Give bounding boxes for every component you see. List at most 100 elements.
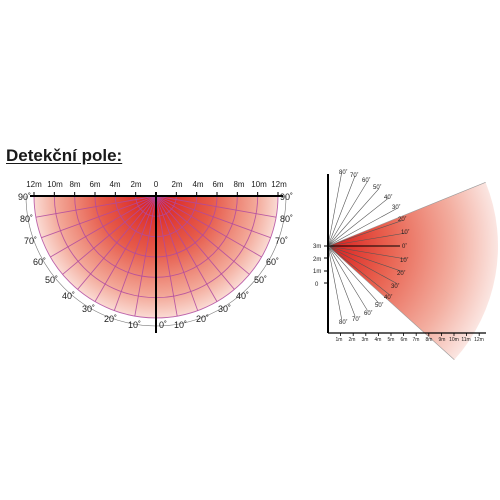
side-upper-ray [327,188,380,247]
angle-label-right-70: 70˚ [275,236,288,246]
side-angle-label-down-60: 60˚ [364,310,373,317]
side-distance-1m: 1m [336,337,343,343]
side-upper-ray [327,175,356,247]
angle-label-right-60: 60˚ [266,257,279,267]
height-label-1m: 1m [313,269,321,275]
angle-label-right-30: 30˚ [218,304,231,314]
top-view-diagram: 12m 10m 8m 6m 4m 2m 0 2m 4m 6m 8m 10m 12… [18,180,293,333]
side-angle-label-up-70: 70˚ [350,172,359,179]
side-angle-label-down-70: 70˚ [352,316,361,323]
top-angle-ray [155,195,178,317]
side-field-edge [327,245,455,360]
distance-label-left-4m: 4m [109,180,120,189]
top-angle-ray [35,195,157,218]
distance-label-left-12m: 12m [26,180,42,189]
top-angle-ray [155,195,262,258]
side-detection-area [328,182,499,360]
angle-label-right-80: 80˚ [280,214,293,224]
side-angle-label-down-30: 30˚ [391,283,400,290]
top-axis-ticks [33,192,279,196]
side-view-diagram: 3m 2m 1m 0 80˚ 70˚ 60˚ 50˚ 40˚ 30˚ 20˚ 1… [313,169,499,360]
side-distance-5m: 5m [388,337,395,343]
side-angle-label-up-60: 60˚ [362,177,371,184]
side-angle-label-up-80: 80˚ [339,169,348,176]
distance-label-right-2m: 2m [171,180,182,189]
distance-label-center: 0 [154,180,159,189]
side-distance-7m: 7m [413,337,420,343]
top-angle-ray [62,195,157,275]
distance-label-right-4m: 4m [192,180,203,189]
side-lower-ray [327,245,389,295]
side-upper-ray [327,172,343,247]
top-angle-ray [134,195,157,317]
side-distance-10m: 10m [449,337,459,343]
top-angle-ray [155,195,235,290]
angle-label-right-40: 40˚ [236,291,249,301]
distance-label-left-2m: 2m [130,180,141,189]
side-view-rays [327,172,486,360]
distance-label-left-6m: 6m [89,180,100,189]
angle-label-left-70: 70˚ [24,236,37,246]
side-upper-ray [327,208,397,247]
side-angle-label-down-10: 10˚ [400,257,409,264]
side-lower-ray [327,245,380,304]
side-lower-ray [327,245,397,284]
side-angle-label-up-10: 10˚ [401,229,410,236]
side-lower-ray [327,245,407,260]
angle-label-left-30: 30˚ [82,304,95,314]
top-angle-ray [155,195,218,302]
side-lower-ray [327,245,368,311]
angle-label-left-80: 80˚ [20,214,33,224]
angle-label-left-50: 50˚ [45,275,58,285]
top-angle-ray [113,195,157,311]
side-lower-ray [327,245,403,272]
side-angle-label-up-30: 30˚ [392,204,401,211]
distance-label-left-8m: 8m [69,180,80,189]
side-angle-label-0: 0˚ [402,243,407,250]
top-angle-ray [77,195,157,290]
side-distance-2m: 2m [349,337,356,343]
side-distance-3m: 3m [362,337,369,343]
top-angle-ray [155,195,250,275]
distance-label-right-10m: 10m [251,180,267,189]
side-angle-label-up-20: 20˚ [398,216,407,223]
side-lower-ray [327,245,356,317]
side-distance-12m: 12m [474,337,484,343]
angle-label-right-50: 50˚ [254,275,267,285]
top-angle-ray [155,195,199,311]
side-distance-11m: 11m [461,337,470,343]
top-angle-ray [155,195,277,218]
height-label-2m: 2m [313,257,321,263]
side-distance-4m: 4m [375,337,382,343]
side-upper-ray [327,181,368,247]
side-angle-label-up-50: 50˚ [373,184,382,191]
distance-label-right-8m: 8m [233,180,244,189]
angle-label-right-90: 90˚ [280,192,293,202]
side-field-edge [327,182,486,247]
angle-label-right-10: 10˚ [174,320,187,330]
top-view-grid [25,195,287,327]
top-angle-ray [155,195,271,239]
side-distance-6m: 6m [401,337,408,343]
top-angle-ray [50,195,157,258]
angle-label-right-20: 20˚ [196,314,209,324]
side-angle-label-down-20: 20˚ [397,270,406,277]
distance-label-right-12m: 12m [271,180,287,189]
side-upper-ray [327,197,389,247]
angle-label-left-20: 20˚ [104,314,117,324]
side-angle-label-up-40: 40˚ [384,194,393,201]
angle-label-left-40: 40˚ [62,291,75,301]
side-upper-ray [327,220,403,247]
top-angle-ray [41,195,157,239]
side-lower-ray [327,245,343,320]
side-distance-labels: 1m 2m 3m 4m 5m 6m 7m 8m 9m 10m 11m 12m [336,337,484,343]
angle-label-zero: 0˚ [159,320,167,330]
side-distance-8m: 8m [426,337,433,343]
angle-label-left-60: 60˚ [33,257,46,267]
height-label-3m: 3m [313,244,321,250]
distance-label-right-6m: 6m [212,180,223,189]
side-upper-ray [327,232,407,247]
page-title: Detekční pole: [6,146,123,165]
distance-label-left-10m: 10m [47,180,63,189]
top-angle-ray [94,195,157,302]
